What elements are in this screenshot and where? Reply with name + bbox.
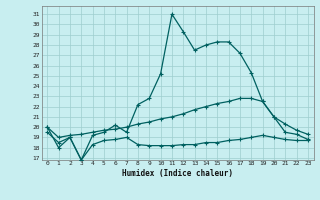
X-axis label: Humidex (Indice chaleur): Humidex (Indice chaleur)	[122, 169, 233, 178]
